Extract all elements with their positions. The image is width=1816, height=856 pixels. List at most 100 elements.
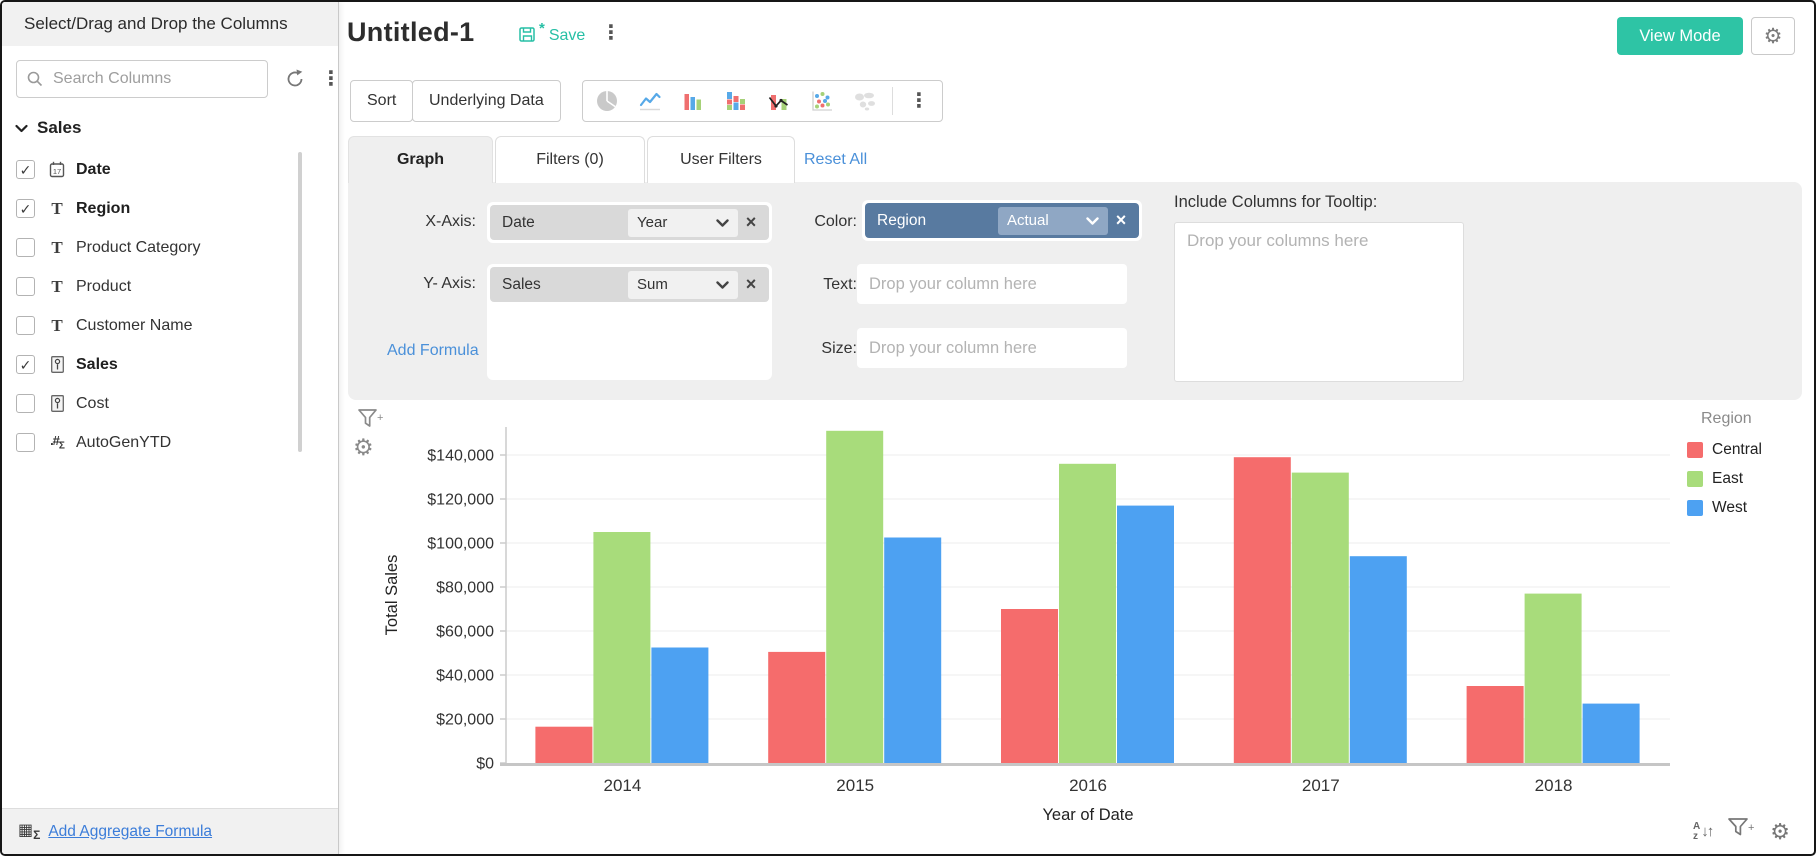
chart-types-more-icon[interactable]: ⋮ [909,90,929,112]
color-dropzone[interactable]: Region Actual × [862,200,1142,241]
add-aggregate-formula-link[interactable]: Add Aggregate Formula [48,822,213,840]
checkbox[interactable]: ✓ [16,433,35,452]
checkbox[interactable]: ✓ [16,316,35,335]
chart-type-pie-icon[interactable] [591,86,623,116]
remove-color-column-icon[interactable]: × [1115,210,1127,230]
remove-y-axis-column-icon[interactable]: × [745,274,757,294]
legend-item-central[interactable]: Central [1687,441,1762,459]
tab-filters[interactable]: Filters (0) [495,136,645,183]
svg-text:2018: 2018 [1535,776,1573,795]
tab-user-filters[interactable]: User Filters [647,136,795,183]
svg-text:+: + [1748,822,1754,834]
columns-sidebar: Select/Drag and Drop the Columns ⋮ Sales… [2,2,341,854]
add-formula-link[interactable]: Add Formula [387,342,479,359]
checkbox[interactable]: ✓ [16,394,35,413]
refresh-icon[interactable] [284,68,306,95]
column-item-cost[interactable]: ✓ Cost [2,384,338,423]
chart-canvas-area: + ⚙ $0 $20,000 $40,000 $60,000 $80,000 $100,0… [339,402,1814,854]
legend-item-west[interactable]: West [1687,499,1762,517]
checkbox[interactable]: ✓ [16,160,35,179]
sidebar-scrollbar[interactable] [298,152,302,452]
reset-all-link[interactable]: Reset All [804,150,868,168]
column-item-product[interactable]: ✓ T Product [2,267,338,306]
table-group-sales[interactable]: Sales [15,118,81,138]
svg-text:$140,000: $140,000 [427,448,494,465]
chart-type-stacked-bar-icon[interactable] [720,86,752,116]
text-type-icon: T [51,276,63,296]
chart-type-map-icon[interactable] [849,86,881,116]
checkbox[interactable]: ✓ [16,238,35,257]
column-item-region[interactable]: ✓ T Region [2,189,338,228]
y-axis-aggregate-select[interactable]: Sum [628,270,738,299]
chart-settings-icon[interactable]: ⚙ [353,434,374,460]
x-axis-aggregate-select[interactable]: Year [628,208,738,237]
remove-x-axis-column-icon[interactable]: × [745,212,757,232]
sidebar-more-options-icon[interactable]: ⋮ [321,68,341,90]
column-item-autogenytd[interactable]: ✓ .#Σ AutoGenYTD [2,423,338,462]
column-item-sales[interactable]: ✓ Sales [2,345,338,384]
legend-swatch [1687,442,1703,458]
text-dropzone[interactable]: Drop your column here [857,264,1127,304]
gear-icon[interactable]: ⚙ [1770,818,1790,844]
number-type-icon [45,356,69,373]
formula-type-icon: .#Σ [50,433,65,452]
add-filter-icon[interactable]: + [357,408,385,439]
y-axis-label: Y- Axis: [423,275,476,292]
column-list: ✓ 17 Date ✓ T Region ✓ T Product Categor… [2,150,338,462]
header-more-options-icon[interactable]: ⋮ [601,22,621,44]
svg-text:$60,000: $60,000 [436,624,494,641]
column-item-date[interactable]: ✓ 17 Date [2,150,338,189]
chevron-down-icon [1086,216,1099,225]
gear-icon: ⚙ [1763,24,1783,48]
settings-button[interactable]: ⚙ [1751,17,1795,55]
column-item-product-category[interactable]: ✓ T Product Category [2,228,338,267]
legend-item-east[interactable]: East [1687,470,1762,488]
filter-icon[interactable]: + [1727,817,1755,846]
column-label: Customer Name [76,316,193,334]
svg-text:2014: 2014 [603,776,641,795]
view-mode-button[interactable]: View Mode [1617,17,1743,55]
x-axis-dropzone[interactable]: Date Year × [487,202,772,243]
svg-text:$0: $0 [476,756,494,773]
color-column-pill[interactable]: Region Actual × [865,203,1139,238]
svg-text:$80,000: $80,000 [436,580,494,597]
color-mode-select[interactable]: Actual [998,206,1108,235]
svg-text:Year of Date: Year of Date [1042,806,1133,824]
column-item-customer-name[interactable]: ✓ T Customer Name [2,306,338,345]
chart-type-combo-icon[interactable] [763,86,795,116]
checkbox[interactable]: ✓ [16,355,35,374]
underlying-data-button[interactable]: Underlying Data [412,80,561,122]
text-type-icon: T [51,315,63,335]
checkbox[interactable]: ✓ [16,199,35,218]
x-axis-label: X-Axis: [425,213,476,230]
chevron-down-icon [716,280,729,289]
checkbox[interactable]: ✓ [16,277,35,296]
tooltip-dropzone[interactable]: Drop your columns here [1174,222,1464,382]
sidebar-footer: ▦Σ Add Aggregate Formula [2,808,338,854]
svg-text:Total Sales: Total Sales [383,555,401,636]
tab-graph[interactable]: Graph [348,136,493,183]
search-input[interactable] [16,60,268,98]
bar-chart[interactable]: $0 $20,000 $40,000 $60,000 $80,000 $100,000 $1… [339,402,1684,854]
chart-type-bar-icon[interactable] [677,86,709,116]
tooltip-columns-label: Include Columns for Tooltip: [1174,193,1378,211]
column-label: AutoGenYTD [76,433,172,451]
sort-button[interactable]: Sort [350,80,414,122]
y-axis-dropzone[interactable]: Sales Sum × [487,264,772,380]
chart-legend: Region Central East West [1687,410,1762,528]
chart-type-line-icon[interactable] [634,86,666,116]
y-axis-column-pill[interactable]: Sales Sum × [490,267,769,302]
chart-type-scatter-icon[interactable] [806,86,838,116]
x-axis-column-pill[interactable]: Date Year × [490,205,769,240]
save-button[interactable]: * Save [518,20,585,49]
legend-swatch [1687,471,1703,487]
size-label: Size: [821,340,857,357]
size-dropzone[interactable]: Drop your column here [857,328,1127,368]
svg-text:2016: 2016 [1069,776,1107,795]
toolbar-divider [892,87,893,115]
column-label: Product [76,277,132,295]
legend-swatch [1687,500,1703,516]
